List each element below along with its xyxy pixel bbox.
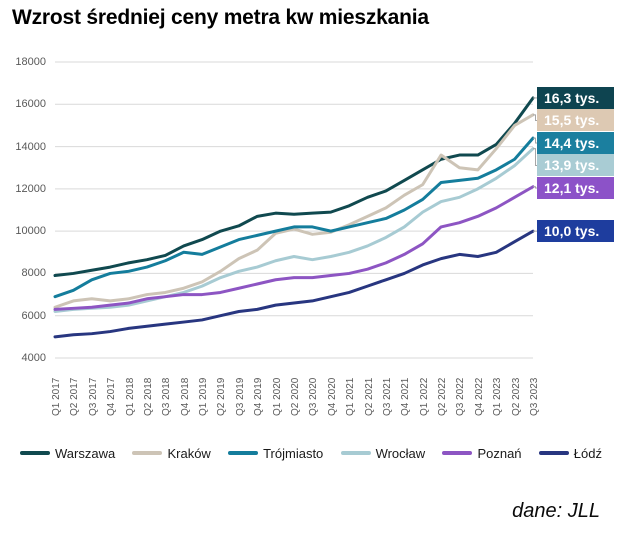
legend-label: Trójmiasto (263, 445, 324, 461)
x-tick-label: Q1 2017 (51, 377, 62, 416)
series-line-poznań (53, 185, 535, 311)
y-tick-label: 16000 (15, 98, 46, 111)
chart-title: Wzrost średniej ceny metra kw mieszkania (12, 6, 429, 29)
x-tick-label: Q2 2022 (437, 377, 449, 416)
series-line-warszawa (53, 96, 535, 278)
x-tick-label: Q3 2020 (308, 377, 320, 416)
x-tick-label: Q4 2020 (326, 377, 338, 416)
x-tick-label: Q1 2018 (124, 377, 136, 416)
series-line-wrocław (53, 147, 535, 313)
legend-label: Łódź (573, 445, 602, 461)
end-label-wrocław: 13,9 tys. (537, 154, 614, 177)
legend: Warszawa Kraków Trójmiasto Wrocław Poznań Łód… (0, 443, 620, 463)
x-tick-label: Q2 2021 (363, 377, 375, 416)
x-tick-label: Q4 2021 (400, 377, 412, 416)
y-tick-label: 12000 (15, 182, 46, 195)
series-line-kraków (53, 113, 535, 309)
legend-line-swatch (132, 451, 163, 455)
legend-item-wrocław: Wrocław (340, 445, 426, 461)
x-tick-label: Q3 2019 (234, 377, 246, 416)
series-line-łódź (53, 229, 535, 339)
end-label-poznań: 12,1 tys. (537, 176, 614, 199)
legend-label: Kraków (167, 445, 211, 461)
legend-item-trójmiasto: Trójmiasto (228, 446, 323, 461)
end-label-connector (533, 137, 537, 144)
x-tick-label: Q1 2020 (271, 377, 283, 416)
end-label-connector (533, 148, 537, 166)
x-tick-label: Q2 2017 (69, 377, 81, 416)
x-tick-label: Q4 2018 (179, 377, 191, 416)
y-tick-label: 10000 (15, 225, 46, 238)
x-tick-label: Q2 2020 (290, 377, 301, 416)
x-tick-label: Q2 2018 (142, 377, 154, 416)
x-tick-label: Q1 2022 (418, 377, 430, 416)
x-tick-label: Q4 2019 (253, 377, 265, 416)
source-note: dane: JLL (512, 500, 600, 522)
end-label-connector (533, 186, 537, 189)
legend-line-swatch (442, 451, 473, 455)
x-tick-label: Q2 2019 (216, 377, 228, 416)
legend-item-łódź: Łódź (538, 445, 602, 461)
legend-line-swatch (340, 451, 371, 455)
x-tick-label: Q3 2017 (87, 377, 99, 416)
y-tick-label: 8000 (21, 267, 46, 280)
legend-line-swatch (228, 451, 259, 455)
x-tick-label: Q3 2018 (161, 377, 173, 416)
x-tick-label: Q2 2023 (510, 377, 522, 416)
y-tick-label: 14000 (15, 140, 46, 153)
legend-line-swatch (538, 451, 569, 455)
series-line-trójmiasto (53, 136, 535, 299)
legend-item-poznań: Poznań (442, 445, 522, 461)
y-tick-label: 4000 (21, 352, 46, 364)
y-tick-label: 6000 (21, 309, 46, 322)
x-tick-label: Q4 2017 (106, 377, 118, 416)
end-label-kraków: 15,5 tys. (537, 109, 614, 132)
x-tick-label: Q1 2023 (492, 377, 504, 416)
end-label-trójmiasto: 14,4 tys. (537, 131, 614, 154)
x-tick-label: Q3 2021 (381, 377, 393, 416)
end-label-łódź: 10,0 tys. (537, 220, 614, 243)
legend-label: Wrocław (375, 445, 426, 461)
legend-label: Poznań (477, 445, 522, 461)
x-tick-label: Q1 2021 (345, 377, 357, 416)
legend-label: Warszawa (55, 445, 116, 461)
legend-item-warszawa: Warszawa (20, 446, 115, 461)
x-tick-label: Q4 2022 (473, 377, 485, 416)
end-label-connector (533, 114, 537, 121)
legend-line-swatch (20, 451, 50, 455)
legend-item-kraków: Kraków (132, 445, 211, 461)
y-tick-label: 18000 (15, 56, 46, 68)
end-label-warszawa: 16,3 tys. (537, 86, 614, 109)
x-tick-label: Q3 2022 (455, 377, 467, 416)
x-tick-label: Q3 2023 (529, 377, 540, 416)
x-tick-label: Q1 2019 (198, 377, 210, 416)
